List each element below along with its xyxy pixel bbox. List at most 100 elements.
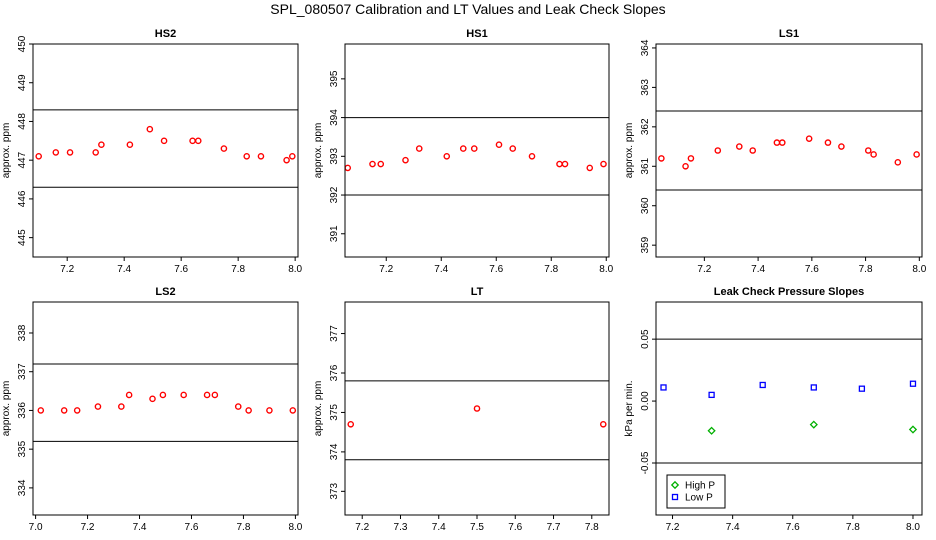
data-point bbox=[189, 137, 196, 145]
data-point bbox=[909, 380, 917, 387]
y-tick-label: 0.00 bbox=[640, 391, 651, 411]
y-tick-label: 445 bbox=[17, 229, 28, 246]
x-tick-label: 7.2 bbox=[666, 522, 680, 533]
data-point bbox=[824, 139, 832, 146]
data-point bbox=[586, 164, 594, 172]
y-tick-label: 337 bbox=[17, 363, 28, 380]
data-point bbox=[245, 407, 252, 414]
legend-marker bbox=[671, 493, 679, 501]
y-tick-label: 446 bbox=[17, 190, 28, 207]
y-axis-label: approx. ppm bbox=[624, 123, 635, 179]
data-point bbox=[707, 426, 716, 435]
y-axis-label: approx. ppm bbox=[313, 123, 324, 179]
y-tick-label: 395 bbox=[329, 70, 340, 87]
data-point bbox=[146, 125, 154, 133]
x-tick-label: 7.8 bbox=[585, 522, 599, 533]
data-point bbox=[94, 403, 102, 410]
y-tick-label: 450 bbox=[17, 35, 28, 52]
data-point bbox=[118, 403, 125, 410]
data-point bbox=[347, 420, 355, 428]
data-point bbox=[908, 425, 918, 434]
x-tick-label: 7.8 bbox=[846, 522, 860, 533]
figure-title: SPL_080507 Calibration and LT Values and… bbox=[270, 1, 666, 17]
x-tick-label: 8.0 bbox=[599, 264, 613, 275]
data-point bbox=[243, 153, 251, 160]
data-point bbox=[283, 156, 290, 164]
y-tick-label: 363 bbox=[640, 79, 651, 96]
data-point bbox=[805, 135, 813, 142]
data-point bbox=[459, 145, 467, 152]
y-tick-label: 338 bbox=[17, 324, 28, 341]
chart-panel: LS1 7.2 7.4 7.6 7.8 8.0 359 360 361 362 363 364 appr… bbox=[624, 28, 927, 275]
y-axis-label: approx. ppm bbox=[1, 123, 12, 179]
legend-label: High P bbox=[685, 481, 715, 492]
data-point bbox=[125, 391, 133, 399]
x-tick-label: 7.6 bbox=[185, 522, 199, 533]
x-tick-label: 7.6 bbox=[786, 522, 800, 533]
data-point bbox=[60, 407, 68, 414]
y-axis-label: approx. ppm bbox=[313, 381, 324, 437]
x-tick-label: 7.8 bbox=[544, 264, 558, 275]
data-point bbox=[234, 403, 242, 410]
panel-title: HS1 bbox=[466, 28, 487, 40]
y-tick-label: 335 bbox=[17, 440, 28, 457]
plot-frame bbox=[655, 301, 923, 516]
legend-marker bbox=[670, 480, 680, 490]
panel-title: HS2 bbox=[155, 28, 176, 40]
y-tick-label: 336 bbox=[17, 402, 28, 419]
data-point bbox=[160, 137, 168, 145]
y-tick-label: 373 bbox=[329, 483, 340, 500]
legend-box bbox=[666, 474, 726, 509]
y-axis-label: approx. ppm bbox=[1, 381, 12, 437]
plot-frame bbox=[32, 43, 299, 258]
data-point bbox=[809, 420, 818, 429]
x-tick-label: 8.0 bbox=[288, 264, 302, 275]
data-point bbox=[443, 153, 451, 160]
x-tick-label: 7.4 bbox=[434, 264, 448, 275]
x-tick-label: 7.8 bbox=[859, 264, 873, 275]
y-tick-label: 374 bbox=[329, 443, 340, 460]
y-axis-label: kPa per min. bbox=[624, 380, 635, 436]
x-tick-label: 7.6 bbox=[174, 264, 188, 275]
data-point bbox=[714, 147, 722, 154]
y-tick-label: 391 bbox=[329, 225, 340, 242]
data-point bbox=[159, 391, 167, 399]
y-tick-label: 393 bbox=[329, 148, 340, 165]
data-point bbox=[773, 139, 781, 146]
data-point bbox=[600, 160, 607, 168]
y-tick-label: 359 bbox=[640, 236, 651, 253]
data-point bbox=[194, 137, 202, 145]
x-tick-label: 7.5 bbox=[470, 522, 484, 533]
data-point bbox=[289, 153, 296, 160]
data-point bbox=[52, 149, 60, 156]
data-point bbox=[211, 391, 219, 399]
data-point bbox=[402, 156, 409, 164]
x-tick-label: 7.2 bbox=[60, 264, 74, 275]
x-tick-label: 7.4 bbox=[117, 264, 131, 275]
y-tick-label: 364 bbox=[640, 39, 651, 56]
data-point bbox=[682, 162, 689, 170]
x-tick-label: 7.4 bbox=[751, 264, 765, 275]
data-point bbox=[778, 139, 786, 146]
y-tick-label: 376 bbox=[329, 364, 340, 381]
y-tick-label: 334 bbox=[17, 479, 28, 496]
data-point bbox=[257, 153, 265, 160]
data-point bbox=[35, 153, 42, 160]
data-point bbox=[98, 141, 105, 148]
data-point bbox=[810, 384, 817, 391]
data-point bbox=[92, 149, 99, 156]
data-point bbox=[180, 391, 187, 399]
data-point bbox=[561, 160, 569, 168]
plot-frame bbox=[344, 43, 610, 258]
data-point bbox=[377, 160, 385, 168]
data-point bbox=[599, 420, 607, 428]
data-point bbox=[149, 395, 156, 403]
x-tick-label: 7.2 bbox=[697, 264, 711, 275]
data-point bbox=[289, 407, 297, 414]
data-point bbox=[509, 145, 517, 152]
chart-panel: HS1 7.2 7.4 7.6 7.8 8.0 391 392 393 394 395 approx.… bbox=[313, 28, 614, 275]
y-tick-label: 0.05 bbox=[640, 329, 651, 349]
chart-panel: HS2 7.2 7.4 7.6 7.8 8.0 445 446 447 448 449 450 appr… bbox=[1, 28, 303, 275]
x-tick-label: 8.0 bbox=[912, 264, 926, 275]
